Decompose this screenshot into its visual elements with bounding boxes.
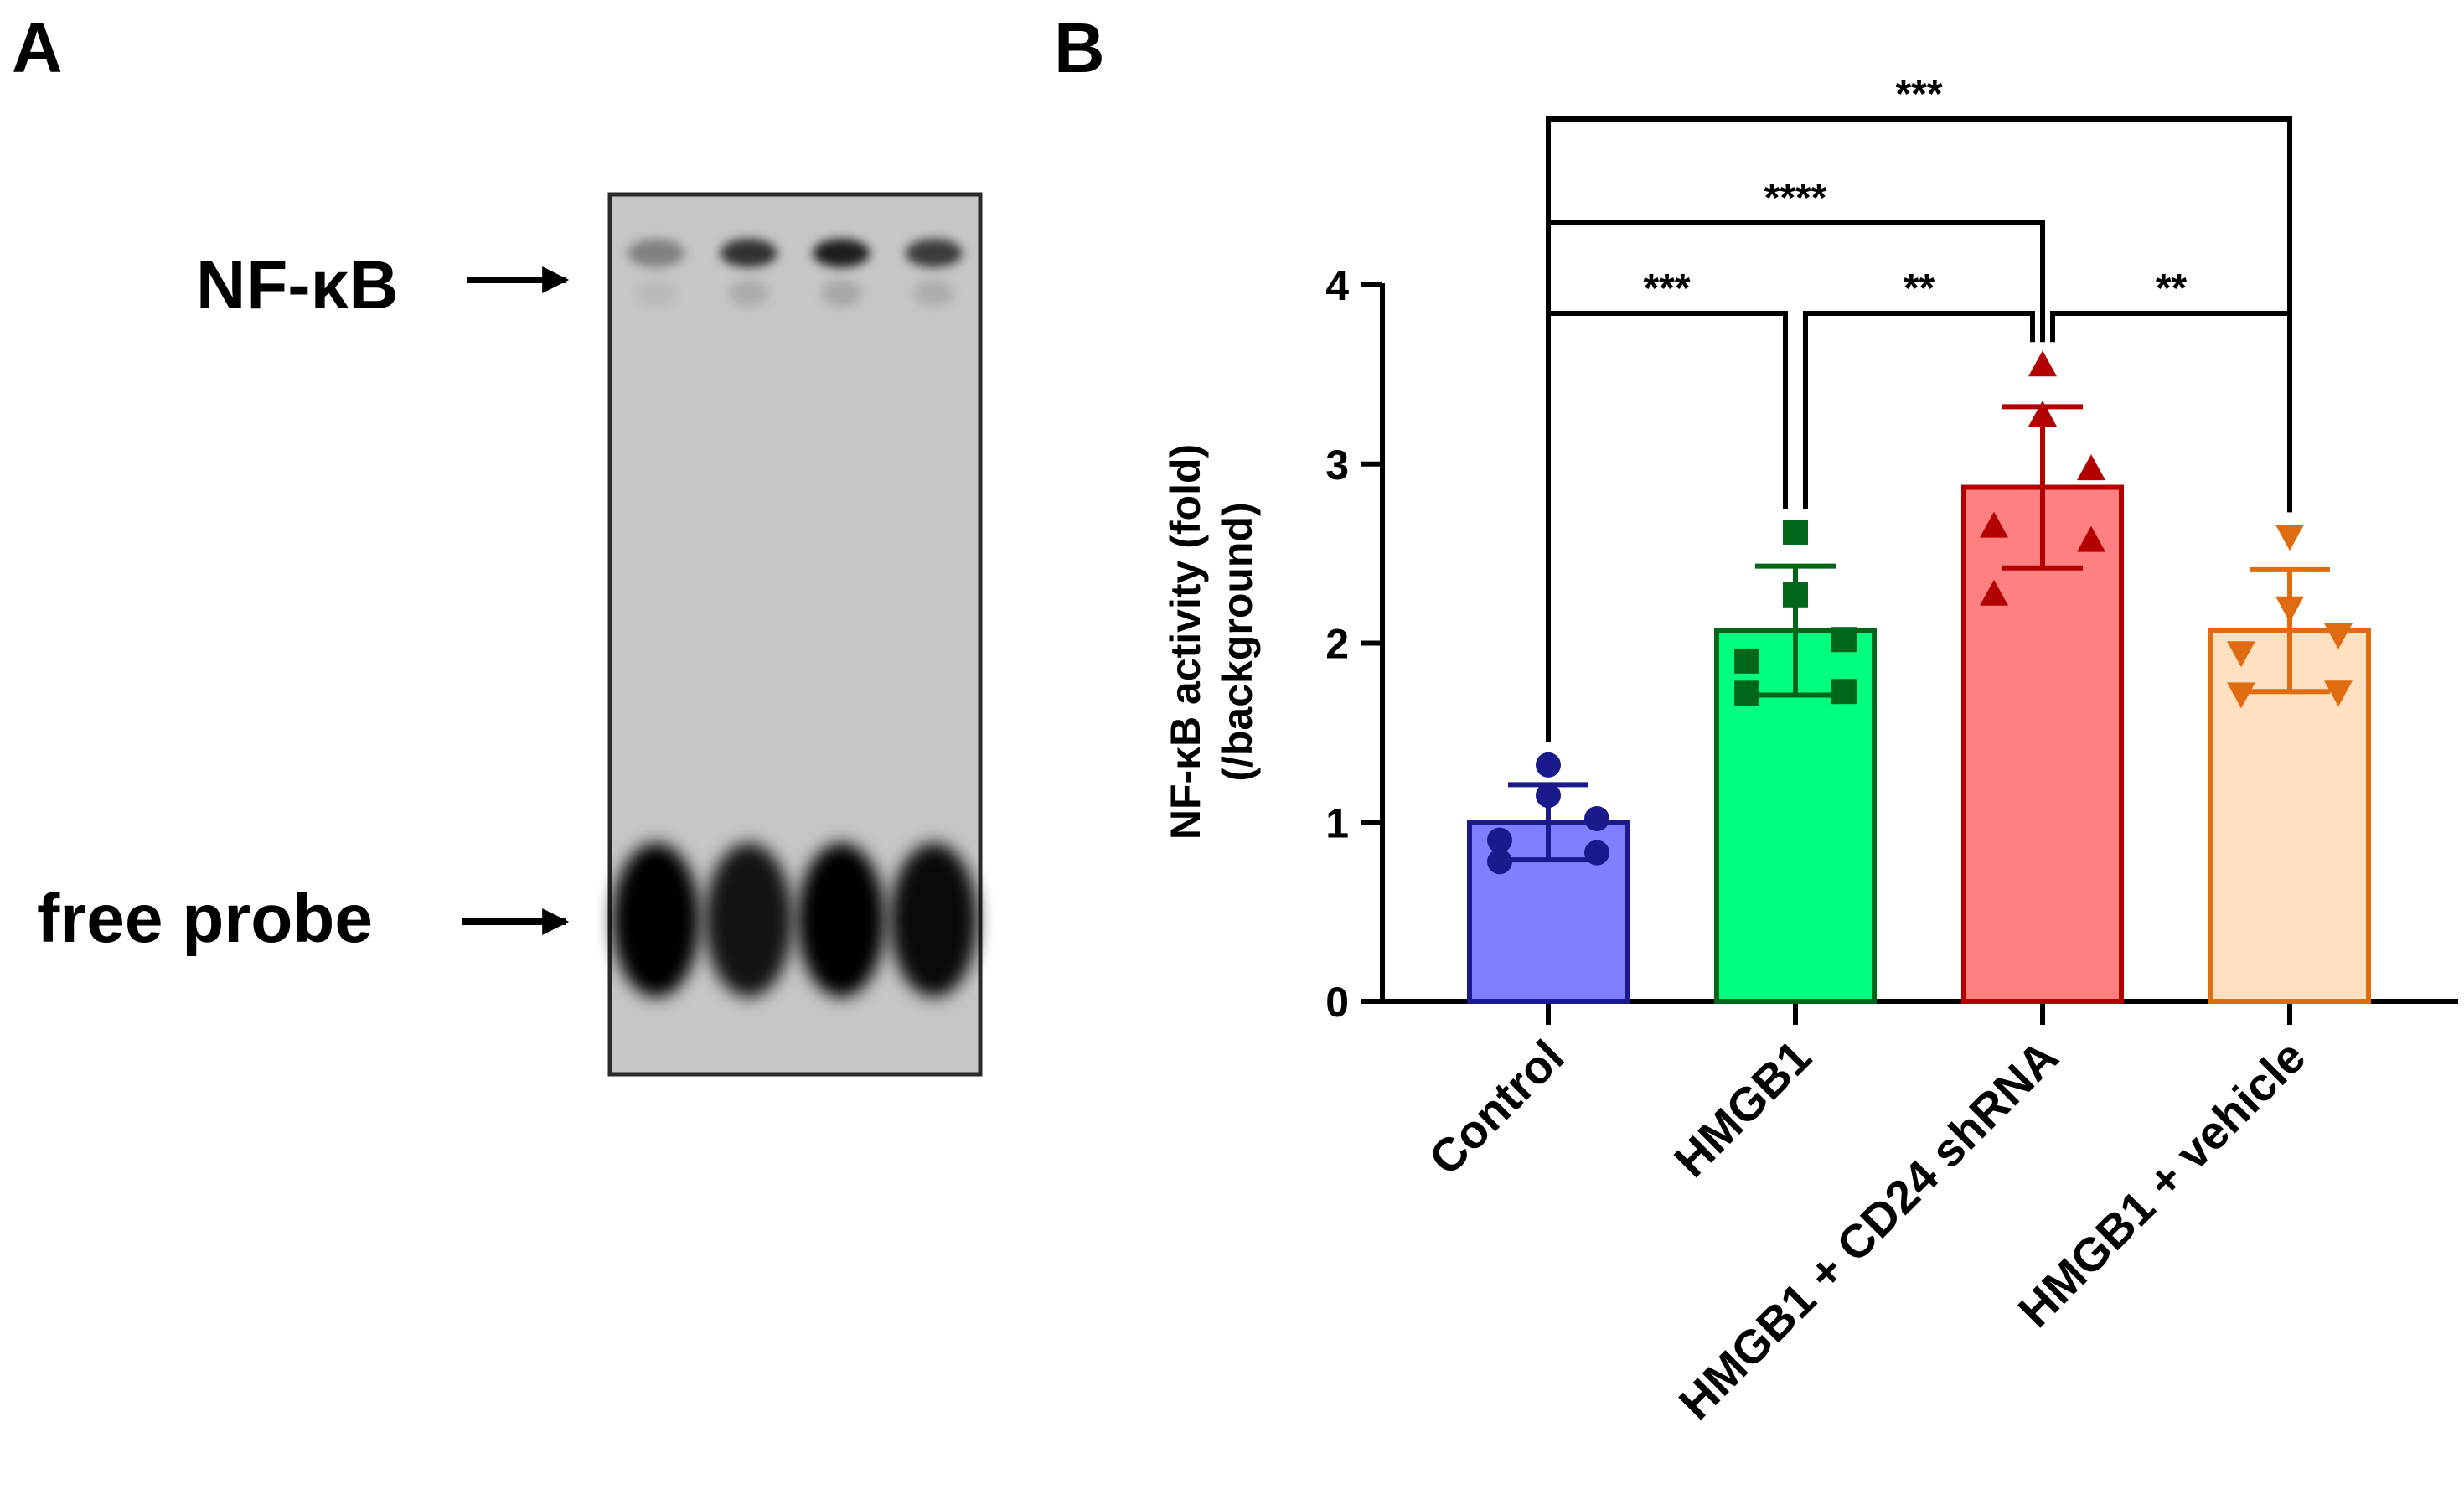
y-axis-title-line1: NF-κB activity (fold): [1162, 444, 1209, 840]
data-point: [2324, 623, 2353, 649]
data-point: [1783, 582, 1808, 608]
panel-letter-b: B: [1054, 8, 1105, 87]
data-point: [1487, 827, 1512, 853]
free-probe-band: [612, 843, 700, 997]
gel-bands: [612, 239, 978, 997]
nfkb-band: [720, 239, 777, 267]
data-point: [2275, 596, 2304, 623]
data-point: [2227, 641, 2255, 668]
nfkb-band-smear: [821, 280, 862, 307]
nfkb-band: [905, 239, 963, 267]
gel-image: [607, 192, 983, 1077]
significance-brackets: ********** ** **: [1546, 72, 2292, 742]
y-tick-label: 2: [1325, 621, 1349, 668]
free-probe-band: [705, 843, 793, 997]
x-axis: [1380, 999, 2458, 1025]
data-point: [2227, 682, 2255, 709]
data-point: [1831, 627, 1857, 653]
data-point: [1487, 849, 1512, 875]
nfkb-band: [628, 239, 685, 267]
free-probe-band: [798, 843, 886, 997]
y-axis-title: NF-κB activity (fold) (/background): [1162, 444, 1261, 840]
free-probe-band: [890, 843, 978, 997]
data-point: [1584, 805, 1609, 831]
data-point: [2028, 401, 2057, 427]
significance-label: ***: [1643, 266, 1690, 311]
nfkb-band-smear: [636, 280, 677, 307]
bar: [1961, 484, 2124, 1004]
category-label: Control: [1418, 1030, 1573, 1185]
panel-a: A NF-κB free probe: [12, 8, 983, 1077]
y-tick-label: 4: [1325, 262, 1349, 309]
data-point: [1584, 840, 1609, 866]
data-point: [2324, 680, 2353, 707]
significance-bracket: [1803, 311, 2035, 509]
data-point: [1734, 680, 1759, 706]
data-point: [1536, 752, 1561, 778]
data-point: [2028, 350, 2057, 377]
significance-label: ***: [1895, 72, 1942, 116]
data-point: [1783, 519, 1808, 545]
data-point: [2077, 454, 2105, 481]
category-label: HMGB1: [1664, 1030, 1821, 1187]
error-bars: [1508, 404, 2330, 863]
data-points: [1487, 350, 2353, 875]
significance-label: **: [2156, 266, 2188, 311]
data-point: [2275, 525, 2304, 551]
significance-label: ****: [1764, 176, 1827, 220]
data-point: [1980, 511, 2008, 538]
significance-bracket: [2050, 311, 2292, 513]
free-probe-label: free probe: [37, 881, 373, 957]
y-tick-label: 3: [1325, 442, 1349, 489]
y-tick-label: 0: [1325, 979, 1349, 1026]
data-point: [1536, 783, 1561, 809]
y-axis: 0 1 2 3 4: [1325, 262, 1385, 1026]
nfkb-band: [813, 239, 870, 267]
significance-bracket: [1546, 116, 2292, 742]
data-point: [2077, 525, 2105, 552]
data-point: [1734, 648, 1759, 674]
data-point: [1831, 679, 1857, 705]
significance-bracket: [1546, 311, 1788, 742]
significance-label: **: [1904, 266, 1935, 311]
y-tick-label: 1: [1325, 799, 1349, 846]
bars: [1467, 484, 2371, 1004]
nfkb-band-smear: [728, 280, 769, 307]
y-axis-title-line2: (/background): [1214, 502, 1261, 781]
nfkb-band-label: NF-κB: [196, 247, 399, 323]
panel-letter-a: A: [12, 8, 63, 87]
data-point: [1980, 579, 2008, 606]
nfkb-band-smear: [913, 280, 954, 307]
